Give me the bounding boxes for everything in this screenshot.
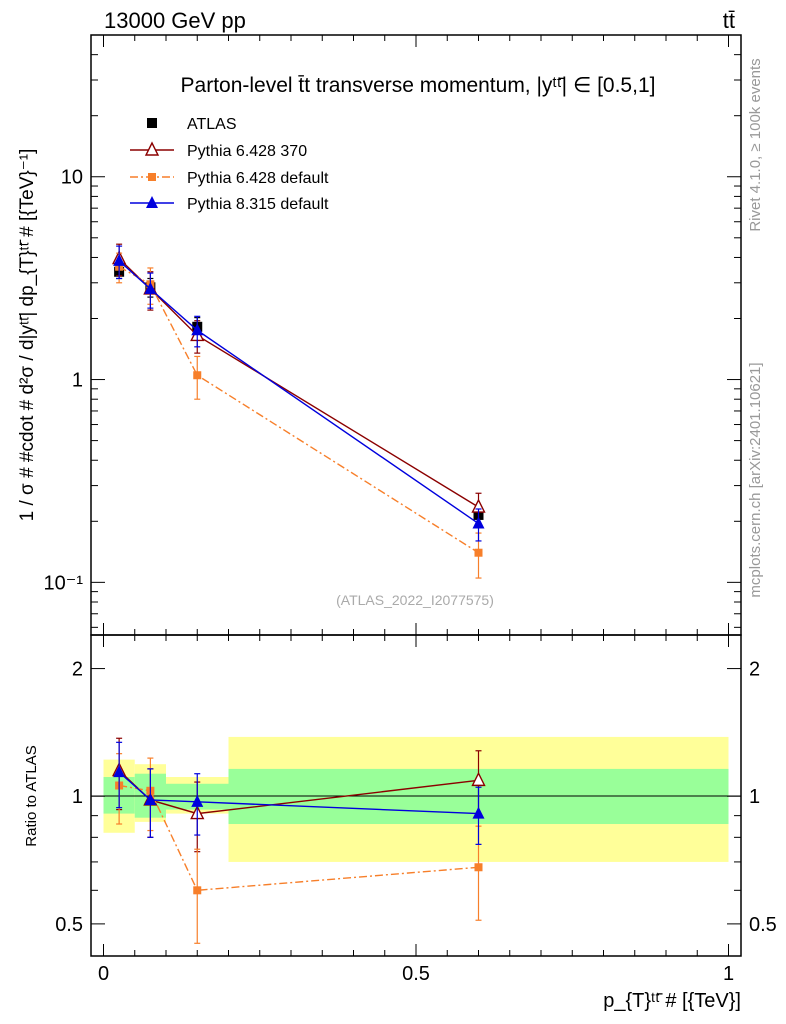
ratio-point-1-3 — [474, 863, 483, 872]
y-tick-label: 1 — [72, 786, 83, 808]
legend-label-atlas: ATLAS — [187, 116, 237, 133]
main-point-3-3 — [472, 516, 485, 529]
ratio-point-1-2 — [193, 886, 202, 895]
main-y-axis-title: 1 / σ # #cdot # d²σ / d|yᵗᵗ̄| dp_{T}ᵗᵗ̄ … — [17, 149, 38, 522]
main-series-line-3 — [118, 260, 479, 525]
y-tick-label-right: 0.5 — [749, 914, 777, 936]
main-point-2-2 — [193, 371, 202, 380]
energy-label: 13000 GeV pp — [104, 8, 246, 33]
ratio-point-2-2 — [191, 794, 204, 807]
legend-label-py8-default: Pythia 8.315 default — [187, 196, 329, 213]
main-point-2-3 — [474, 548, 483, 557]
x-tick-label: 0 — [98, 963, 109, 985]
y-tick-label: 10 — [61, 167, 83, 189]
legend-marker-py8-default — [146, 196, 158, 208]
analysis-watermark: (ATLAS_2022_I2077575) — [336, 592, 494, 608]
y-tick-label: 1 — [72, 370, 83, 392]
process-label: tt̄ — [723, 8, 735, 33]
y-tick-label: 10⁻¹ — [44, 572, 84, 594]
y-tick-label: 2 — [72, 659, 83, 681]
legend-marker-atlas — [147, 118, 157, 128]
ratio-point-2-1 — [144, 792, 157, 805]
plot-title: Parton-level t̄t transverse momentum, |y… — [181, 74, 656, 97]
ratio-axis-ticks: 0 0.5 1 0.5 0.5 1 1 2 2 — [55, 635, 777, 985]
main-series-layer — [111, 243, 486, 579]
ratio-series-layer — [111, 737, 486, 944]
ratio-plot-frame — [90, 634, 742, 957]
x-tick-label: 1 — [723, 963, 734, 985]
legend-marker-py6-370 — [144, 141, 160, 156]
ratio-point-0-3 — [471, 771, 486, 787]
legend-label-py6-370: Pythia 6.428 370 — [187, 143, 307, 160]
legend: ATLAS Pythia 6.428 370 Pythia 6.428 defa… — [130, 116, 329, 213]
ratio-point-2-0 — [113, 765, 126, 778]
ratio-point-2-3 — [472, 806, 485, 819]
main-point-3-1 — [144, 281, 157, 294]
ratio-y-axis-title: Ratio to ATLAS — [23, 745, 40, 846]
x-axis-title: p_{T}ᵗᵗ̄ # [{TeV}] — [603, 990, 741, 1012]
ratio-series-line-2 — [118, 771, 479, 815]
ratio-series-line-1 — [119, 784, 479, 892]
x-tick-label: 0.5 — [402, 963, 430, 985]
y-tick-label-right: 2 — [749, 659, 760, 681]
main-point-3-0 — [113, 253, 126, 266]
legend-label-py6-default: Pythia 6.428 default — [187, 170, 329, 187]
y-tick-label: 0.5 — [55, 914, 83, 936]
main-point-3-2 — [191, 323, 204, 336]
mcplots-label: mcplots.cern.ch [arXiv:2401.10621] — [747, 362, 764, 597]
main-series-line-1 — [118, 258, 479, 508]
y-tick-label-right: 1 — [749, 786, 760, 808]
legend-marker-py6-default — [148, 173, 156, 181]
rivet-version-label: Rivet 4.1.0, ≥ 100k events — [747, 58, 764, 231]
